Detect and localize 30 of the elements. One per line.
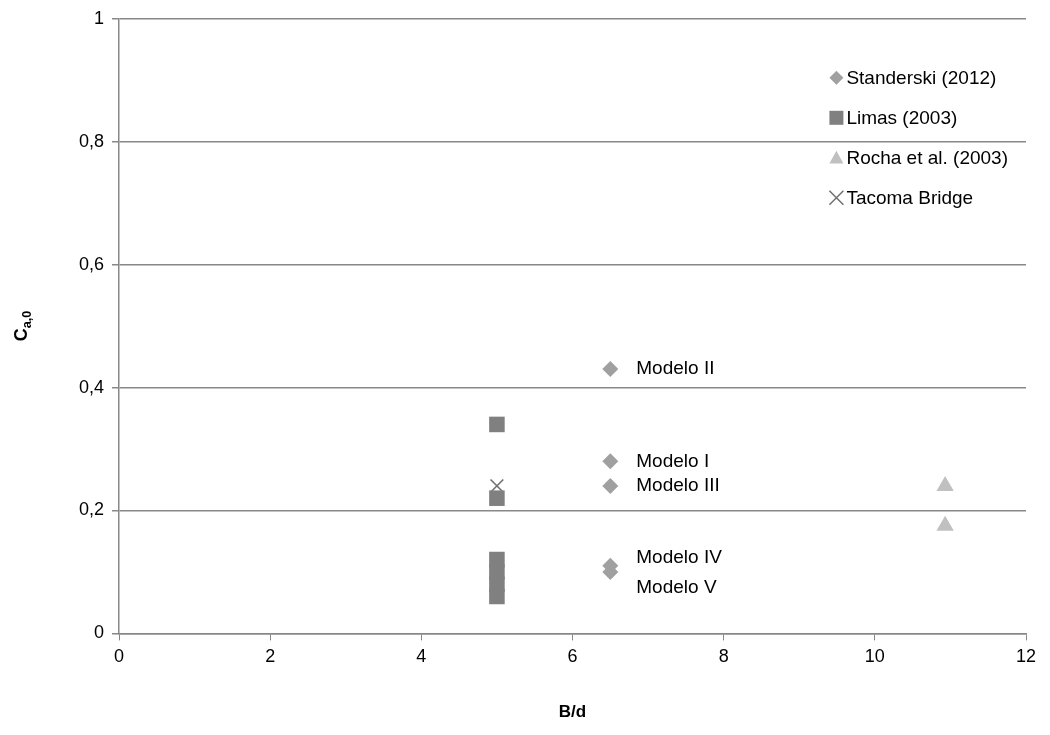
annotation: Modelo III (636, 474, 720, 496)
annotation: Modelo I (636, 449, 710, 471)
y-tick-label: 0,4 (78, 376, 104, 397)
point (602, 477, 619, 494)
y-tick-label: 0 (93, 622, 104, 643)
y-axis-title: Ca,0 (10, 310, 34, 342)
annotation: Modelo IV (636, 546, 723, 568)
point (602, 453, 619, 470)
point (489, 588, 505, 605)
x-tick-label: 12 (1015, 646, 1037, 667)
y-tick-label: 1 (93, 7, 104, 28)
legend-label: Standerski (2012) (846, 67, 997, 89)
x-tick-label: 6 (567, 646, 578, 667)
x-axis-title: B/d (558, 701, 587, 721)
legend-label: Limas (2003) (846, 107, 958, 129)
legend-label: Tacoma Bridge (846, 187, 974, 209)
x-tick-label: 10 (864, 646, 885, 667)
y-tick-label: 0,2 (78, 499, 104, 520)
point (489, 490, 505, 506)
annotation: Modelo V (636, 576, 717, 598)
y-tick-label: 0,6 (78, 253, 104, 274)
y-tick-label: 0,8 (78, 130, 104, 151)
x-tick-label: 8 (718, 646, 729, 667)
x-tick-label: 4 (416, 646, 427, 667)
point (489, 416, 505, 433)
x-tick-label: 2 (265, 646, 276, 667)
x-tick-label: 0 (113, 646, 125, 667)
legend-label: Rocha et al. (2003) (846, 147, 1008, 169)
annotation: Modelo II (636, 357, 715, 379)
point (602, 361, 619, 378)
